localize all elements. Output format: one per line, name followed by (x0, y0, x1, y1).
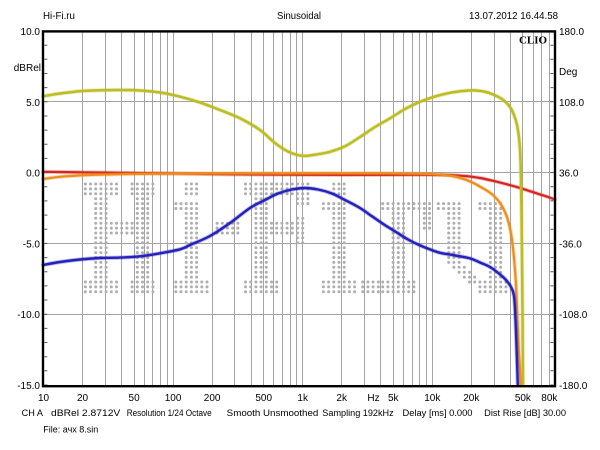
svg-text:dBRel: dBRel (14, 63, 41, 74)
svg-text:Deg: Deg (559, 67, 577, 78)
svg-text:10k: 10k (424, 393, 441, 404)
svg-text:10: 10 (38, 393, 50, 404)
svg-text:Resolution 1/24 Octave: Resolution 1/24 Octave (127, 408, 212, 418)
svg-text:0.0: 0.0 (26, 169, 40, 180)
svg-text:108.0: 108.0 (559, 98, 584, 109)
svg-text:36.0: 36.0 (559, 169, 579, 180)
svg-text:180.0: 180.0 (559, 27, 584, 38)
svg-text:Hz: Hz (367, 393, 379, 404)
svg-text:-36.0: -36.0 (559, 239, 582, 250)
svg-text:13.07.2012 16.44.58: 13.07.2012 16.44.58 (469, 10, 558, 22)
svg-text:200: 200 (204, 393, 221, 404)
svg-text:-5.0: -5.0 (23, 239, 41, 250)
svg-text:20k: 20k (463, 393, 480, 404)
svg-text:100: 100 (165, 393, 182, 404)
svg-text:50: 50 (129, 393, 141, 404)
svg-text:2k: 2k (336, 393, 348, 404)
svg-text:Delay [ms] 0.000: Delay [ms] 0.000 (403, 408, 473, 418)
svg-text:Dist Rise [dB] 30.00: Dist Rise [dB] 30.00 (484, 408, 566, 418)
svg-text:Smooth Unsmoothed: Smooth Unsmoothed (227, 408, 319, 418)
svg-text:-15.0: -15.0 (17, 381, 40, 392)
svg-text:-180.0: -180.0 (559, 381, 588, 392)
svg-text:CLIO: CLIO (519, 35, 548, 47)
svg-text:80k: 80k (541, 393, 558, 404)
svg-text:5k: 5k (388, 393, 400, 404)
svg-text:Hi-Fi.ru: Hi-Fi.ru (43, 10, 75, 22)
svg-text:1k: 1k (297, 393, 309, 404)
svg-text:5.0: 5.0 (26, 98, 40, 109)
svg-text:CH A: CH A (22, 408, 43, 418)
svg-text:500: 500 (255, 393, 272, 404)
svg-text:20: 20 (77, 393, 89, 404)
svg-text:-108.0: -108.0 (559, 310, 588, 321)
svg-text:10.0: 10.0 (21, 27, 41, 38)
svg-text:File: ачх 8.sin: File: ачх 8.sin (43, 425, 98, 435)
svg-text:-10.0: -10.0 (17, 310, 40, 321)
svg-text:Sampling 192kHz: Sampling 192kHz (322, 408, 394, 418)
svg-text:50k: 50k (515, 393, 532, 404)
svg-text:Sinusoidal: Sinusoidal (277, 10, 321, 22)
svg-text:dBRel 2.8712V: dBRel 2.8712V (51, 408, 120, 418)
